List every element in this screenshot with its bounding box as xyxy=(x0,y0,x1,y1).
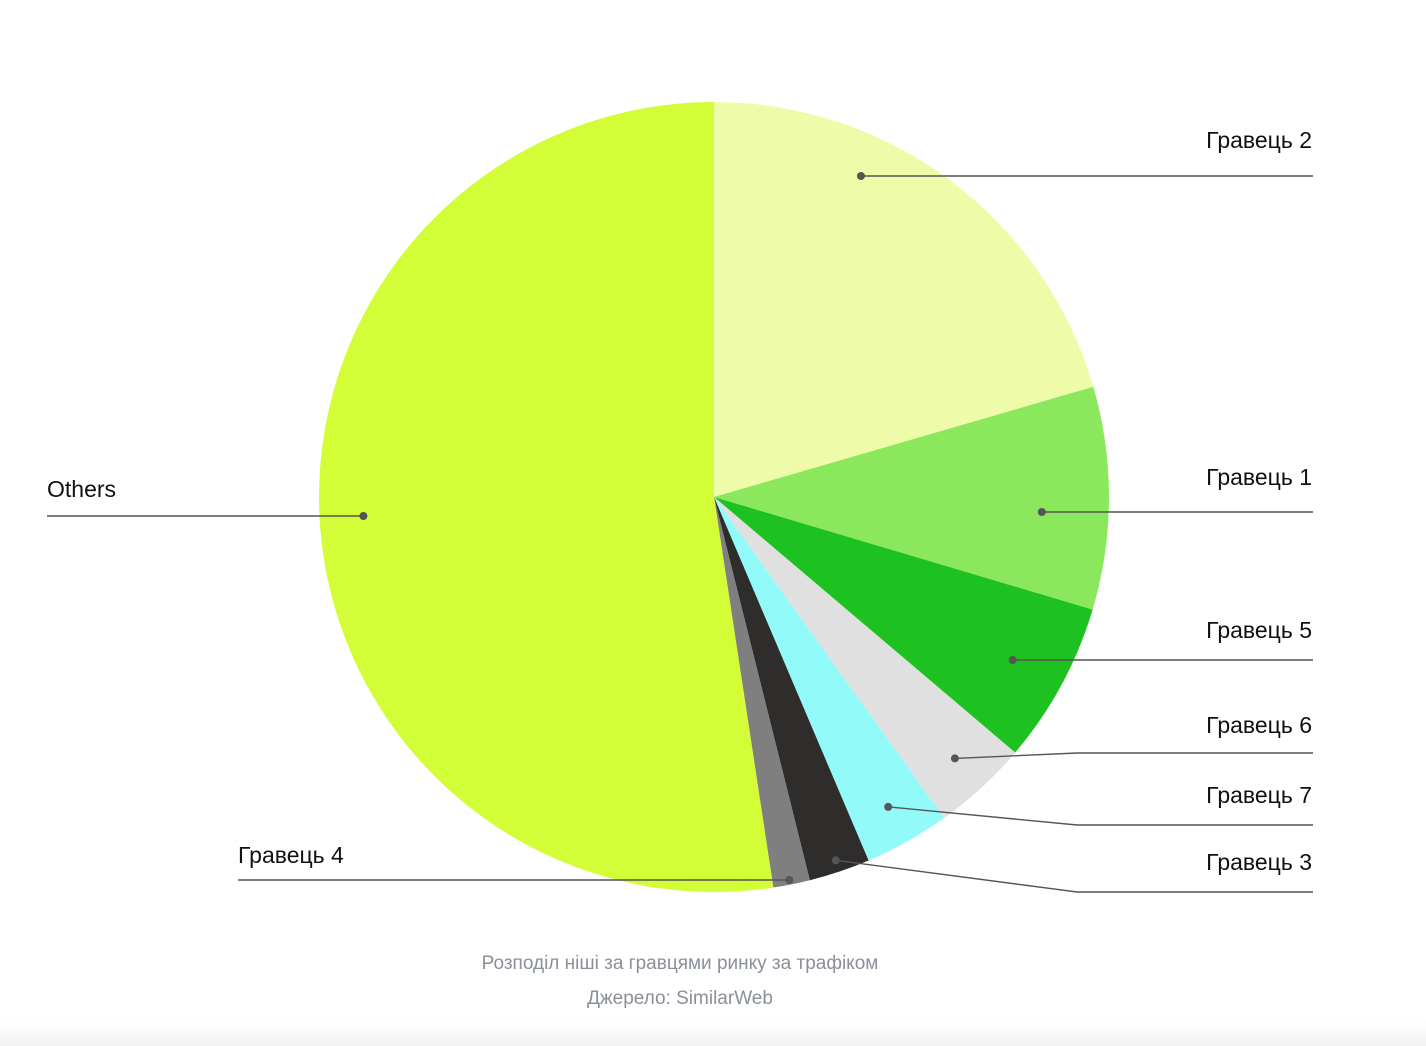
leader-dot-8 xyxy=(359,512,368,520)
slice-label-6: Гравець 3 xyxy=(1206,849,1312,875)
leader-dot-5 xyxy=(884,802,893,811)
leader-dot-1 xyxy=(857,172,865,180)
pie-slice-1 xyxy=(714,102,1094,497)
slice-label-8: Others xyxy=(47,476,116,502)
leader-dot-7 xyxy=(785,876,794,884)
slice-label-2: Гравець 1 xyxy=(1206,464,1312,490)
pie-slice-3 xyxy=(714,497,1093,753)
slice-label-3: Гравець 5 xyxy=(1206,617,1312,643)
bottom-fade xyxy=(0,1020,1426,1046)
chart-source: Джерело: SimilarWeb xyxy=(587,988,773,1009)
slice-label-7: Гравець 4 xyxy=(238,842,344,868)
slice-label-5: Гравець 7 xyxy=(1206,782,1312,808)
leader-dot-3 xyxy=(1008,656,1017,664)
pie-slice-8 xyxy=(319,102,774,892)
leader-dot-4 xyxy=(950,754,959,763)
pie-slice-6 xyxy=(714,497,869,881)
chart-caption: Розподіл ніші за гравцями ринку за трафі… xyxy=(481,953,879,974)
pie-slice-7 xyxy=(714,497,810,888)
slice-label-4: Гравець 6 xyxy=(1206,712,1312,738)
leader-dot-6 xyxy=(831,856,840,865)
leader-line-4 xyxy=(954,752,1313,760)
leader-line-6 xyxy=(835,859,1313,893)
pie-slice-2 xyxy=(714,386,1110,610)
pie-slice-4 xyxy=(714,497,1016,819)
leader-dot-2 xyxy=(1037,508,1046,516)
slice-label-1: Гравець 2 xyxy=(1206,127,1312,153)
leader-line-5 xyxy=(888,806,1313,826)
pie-slice-5 xyxy=(714,497,945,861)
